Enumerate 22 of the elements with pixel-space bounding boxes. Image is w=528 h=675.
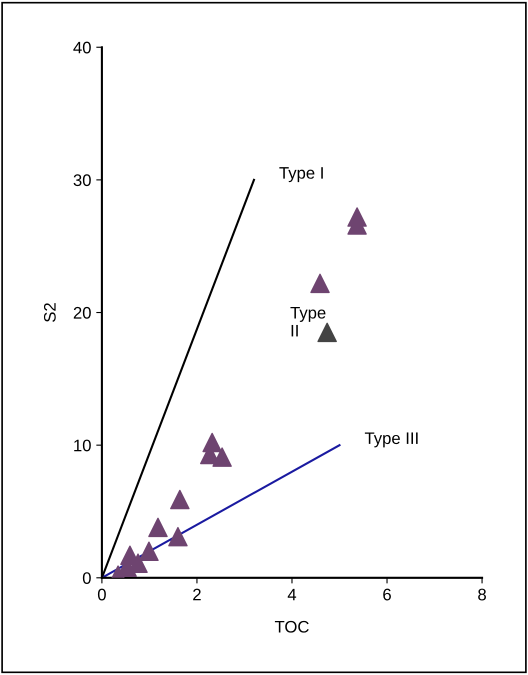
- y-tick-label: 0: [82, 572, 91, 584]
- x-axis-title: TOC: [274, 620, 309, 633]
- point: [139, 542, 159, 562]
- point: [212, 447, 232, 467]
- y-axis-title: S2: [44, 303, 56, 322]
- y-tick-label: 30: [74, 174, 91, 186]
- y-tick-label: 40: [73, 42, 91, 54]
- x-tick-label: 8: [478, 588, 486, 600]
- series-label: Type III: [364, 432, 418, 448]
- point: [168, 526, 188, 546]
- annotation: Type II: [290, 307, 326, 336]
- point: [148, 518, 168, 538]
- x-tick-label: 2: [193, 588, 201, 600]
- point: [170, 490, 190, 510]
- x-tick-label: 4: [288, 588, 296, 600]
- y-tick-label: 10: [74, 440, 91, 452]
- point: [317, 322, 337, 342]
- point: [310, 274, 330, 294]
- x-tick-label: 6: [383, 588, 391, 600]
- x-tick-label: 0: [98, 588, 106, 600]
- series-label: Type I: [279, 167, 323, 182]
- y-tick-label: 20: [74, 306, 91, 319]
